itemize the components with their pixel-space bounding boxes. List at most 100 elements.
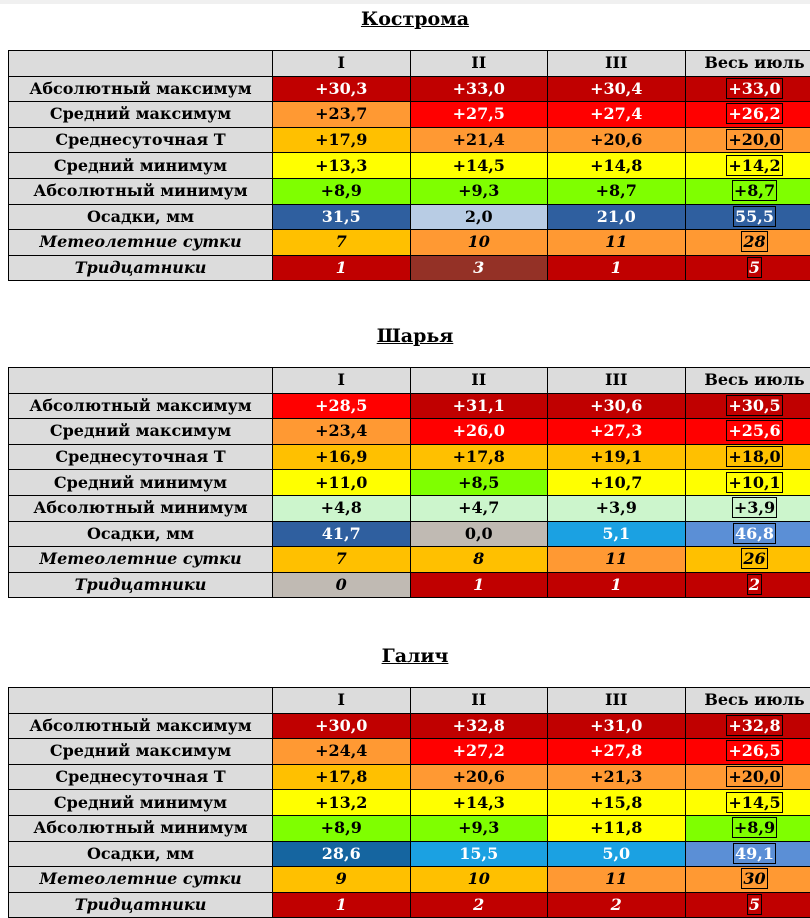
month-total-value: +18,0 (726, 446, 782, 467)
month-total-value: +26,5 (726, 740, 782, 761)
month-total-cell: +18,0 (685, 444, 810, 470)
month-total-value: 5 (747, 257, 762, 278)
column-header: I (273, 51, 411, 77)
decade-value-cell: +13,2 (273, 790, 411, 816)
decade-value-cell: 31,5 (273, 204, 411, 230)
city-title: Галич (0, 645, 810, 667)
decade-value-cell: +27,5 (410, 102, 548, 128)
month-total-value: +26,2 (726, 103, 782, 124)
month-total-cell: 28 (685, 230, 810, 256)
column-header: I (273, 368, 411, 394)
month-total-value: +14,5 (726, 792, 782, 813)
row-label: Тридцатники (9, 255, 273, 281)
month-total-value: +20,0 (726, 766, 782, 787)
decade-value-cell: +9,3 (410, 815, 548, 841)
month-total-value: +14,2 (726, 155, 782, 176)
decade-value-cell: 10 (410, 230, 548, 256)
month-total-cell: 5 (685, 892, 810, 918)
decade-value-cell: 2,0 (410, 204, 548, 230)
table-row: Средний минимум+11,0+8,5+10,7+10,1 (9, 470, 810, 496)
decade-value-cell: 41,7 (273, 521, 411, 547)
decade-value-cell: 11 (548, 230, 686, 256)
month-total-cell: 2 (685, 572, 810, 598)
header-corner-cell (9, 688, 273, 714)
table-row: Средний минимум+13,3+14,5+14,8+14,2 (9, 153, 810, 179)
decade-value-cell: 8 (410, 547, 548, 573)
decade-value-cell: 0,0 (410, 521, 548, 547)
month-total-cell: +32,8 (685, 713, 810, 739)
decade-value-cell: 15,5 (410, 841, 548, 867)
decade-value-cell: 1 (273, 255, 411, 281)
decade-value-cell: 11 (548, 867, 686, 893)
row-label: Средний максимум (9, 739, 273, 765)
month-total-cell: 46,8 (685, 521, 810, 547)
month-total-value: +10,1 (726, 472, 782, 493)
decade-value-cell: +27,4 (548, 102, 686, 128)
column-header: II (410, 51, 548, 77)
table-row: Абсолютный максимум+28,5+31,1+30,6+30,5 (9, 393, 810, 419)
month-total-cell: 26 (685, 547, 810, 573)
row-label: Тридцатники (9, 892, 273, 918)
decade-value-cell: +30,3 (273, 76, 411, 102)
decade-value-cell: 2 (548, 892, 686, 918)
table-row: Абсолютный максимум+30,3+33,0+30,4+33,0 (9, 76, 810, 102)
row-label: Абсолютный минимум (9, 495, 273, 521)
decade-value-cell: +17,9 (273, 127, 411, 153)
row-label: Среднесуточная Т (9, 127, 273, 153)
row-label: Средний максимум (9, 419, 273, 445)
decade-value-cell: 5,1 (548, 521, 686, 547)
decade-value-cell: +27,8 (548, 739, 686, 765)
decade-value-cell: +4,7 (410, 495, 548, 521)
decade-value-cell: +17,8 (410, 444, 548, 470)
month-total-value: +8,7 (732, 180, 777, 201)
column-header: Весь июль (685, 51, 810, 77)
column-header: Весь июль (685, 688, 810, 714)
decade-value-cell: +21,4 (410, 127, 548, 153)
decade-value-cell: 1 (410, 572, 548, 598)
decade-value-cell: 1 (273, 892, 411, 918)
month-total-value: 26 (741, 548, 767, 569)
decade-value-cell: +20,6 (410, 764, 548, 790)
month-total-value: +25,6 (726, 420, 782, 441)
decade-value-cell: +17,8 (273, 764, 411, 790)
month-total-value: +30,5 (726, 395, 782, 416)
row-label: Осадки, мм (9, 204, 273, 230)
decade-value-cell: +26,0 (410, 419, 548, 445)
column-header: III (548, 688, 686, 714)
table-row: Абсолютный минимум+8,9+9,3+8,7+8,7 (9, 178, 810, 204)
decade-value-cell: +14,3 (410, 790, 548, 816)
month-total-cell: +8,7 (685, 178, 810, 204)
table-row: Среднесуточная Т+16,9+17,8+19,1+18,0 (9, 444, 810, 470)
row-label: Средний минимум (9, 790, 273, 816)
decade-value-cell: +30,6 (548, 393, 686, 419)
row-label: Абсолютный максимум (9, 76, 273, 102)
month-total-cell: +26,2 (685, 102, 810, 128)
decade-value-cell: +33,0 (410, 76, 548, 102)
decade-value-cell: 2 (410, 892, 548, 918)
month-total-cell: +10,1 (685, 470, 810, 496)
row-label: Метеолетние сутки (9, 867, 273, 893)
month-total-value: 5 (747, 894, 762, 915)
table-row: Средний максимум+23,4+26,0+27,3+25,6 (9, 419, 810, 445)
decade-value-cell: +21,3 (548, 764, 686, 790)
decade-value-cell: 21,0 (548, 204, 686, 230)
decade-value-cell: 7 (273, 547, 411, 573)
month-total-cell: +20,0 (685, 127, 810, 153)
decade-value-cell: 10 (410, 867, 548, 893)
row-label: Средний минимум (9, 153, 273, 179)
month-total-cell: +8,9 (685, 815, 810, 841)
month-total-cell: 30 (685, 867, 810, 893)
city-title: Шарья (0, 325, 810, 347)
row-label: Тридцатники (9, 572, 273, 598)
decade-value-cell: 11 (548, 547, 686, 573)
decade-value-cell: +28,5 (273, 393, 411, 419)
month-total-cell: +14,2 (685, 153, 810, 179)
decade-value-cell: +14,5 (410, 153, 548, 179)
table-row: Среднесуточная Т+17,9+21,4+20,6+20,0 (9, 127, 810, 153)
